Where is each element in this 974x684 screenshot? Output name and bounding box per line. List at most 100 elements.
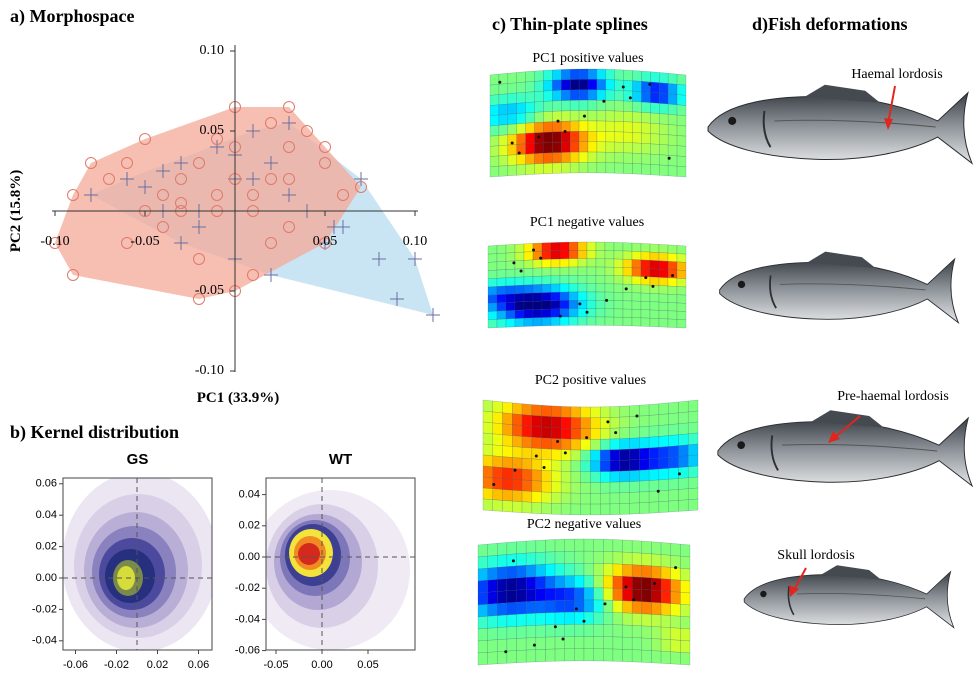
grid-cell [612, 539, 623, 553]
grid-cell [659, 123, 669, 135]
grid-cell [605, 120, 615, 132]
grid-cell [658, 244, 669, 254]
grid-cell [516, 613, 527, 627]
grid-cell [583, 624, 594, 637]
landmark [671, 274, 675, 278]
grid-cell [658, 457, 669, 470]
grid-cell [676, 245, 687, 255]
grid-cell [550, 283, 561, 293]
grid-cell [496, 302, 507, 312]
grid-cell [559, 258, 570, 268]
grid-cell [512, 446, 523, 459]
grid-cell [570, 406, 581, 418]
grid-cell [497, 602, 508, 616]
grid-cell [516, 123, 526, 135]
grid-cell [487, 269, 498, 279]
grid-cell [568, 308, 579, 318]
grid-cell [658, 260, 669, 270]
grid-cell [568, 275, 579, 284]
grid-cell [580, 471, 591, 483]
grid-cell [649, 293, 660, 303]
grid-cell [678, 488, 689, 501]
grid-cell [561, 471, 572, 483]
grid-cell [535, 539, 546, 553]
grid-cell [561, 69, 571, 81]
grid-cell [532, 275, 543, 285]
grid-cell [492, 422, 503, 435]
grid-cell [609, 460, 620, 472]
grid-cell [521, 501, 533, 514]
grid-cell [477, 543, 488, 558]
grid-cell [551, 492, 562, 504]
point [210, 140, 224, 154]
grid-cell [534, 121, 544, 134]
grid-cell [590, 439, 601, 451]
grid-cell [564, 624, 575, 637]
grid-cell [631, 251, 642, 261]
y-axis-label: PC2 (15.8%) [8, 170, 24, 253]
grid-cell [523, 259, 534, 269]
grid-cell [564, 551, 575, 564]
landmark [651, 284, 655, 288]
grid-cell [632, 552, 642, 566]
grid-cell [577, 291, 588, 301]
grid-cell [550, 250, 561, 260]
grid-cell [603, 587, 614, 601]
grid-cell [550, 316, 561, 326]
grid-cell [523, 243, 534, 253]
grid-cell [586, 250, 597, 259]
grid-cell [619, 492, 630, 504]
grid-cell [667, 302, 678, 312]
kernel-plots: GS -0.06 -0.02 0.02 0.06 0.06 0.04 0.02 0.00 -0.0… [32, 446, 416, 671]
grid-cell [676, 135, 687, 147]
grid-cell [534, 70, 544, 82]
grid-cell [600, 503, 611, 516]
point [282, 116, 296, 130]
grid-cell [577, 241, 588, 251]
grid-cell [568, 241, 579, 251]
grid-cell [676, 155, 687, 167]
grid-cell [629, 470, 640, 482]
grid-cell [564, 563, 575, 576]
grid-cell [516, 112, 526, 125]
grid-title: PC1 positive values [532, 51, 643, 66]
grid-cell [545, 563, 556, 577]
point [157, 221, 169, 233]
grid-cell [658, 479, 669, 492]
grid-cell [564, 575, 575, 589]
grid-cell [482, 498, 493, 511]
grid-cell [502, 467, 513, 480]
grid-cell [603, 624, 614, 638]
grid-cell [506, 626, 517, 640]
grid-cell [551, 416, 562, 429]
grid-cell [596, 79, 606, 91]
grid-cell [498, 93, 508, 105]
grid-cell [604, 275, 615, 285]
grid-cell [641, 540, 652, 555]
grid-cell [531, 437, 542, 449]
grid-cell [580, 482, 591, 494]
grid-cell [532, 309, 543, 319]
grid-cell [595, 250, 606, 259]
annotation: Skull lordosis [777, 548, 854, 563]
grid-cell [613, 308, 624, 318]
grid-cell [659, 82, 669, 94]
grid-cell [564, 538, 575, 552]
grid-cell [629, 448, 640, 461]
point [354, 172, 368, 186]
grid-cell [660, 626, 671, 640]
grid-cell [512, 435, 523, 448]
arrow [793, 567, 807, 591]
grid-cell [609, 471, 620, 483]
grid-cell [659, 133, 669, 146]
fish-photo [707, 83, 973, 165]
grid-cell [552, 90, 562, 102]
grid-cell [564, 587, 575, 601]
grid-cell [658, 293, 669, 303]
grid-cell [651, 553, 662, 567]
grid-cell [487, 603, 498, 617]
grid-cell [586, 275, 597, 284]
grid-cell [676, 145, 687, 157]
grid-cell [667, 318, 678, 328]
